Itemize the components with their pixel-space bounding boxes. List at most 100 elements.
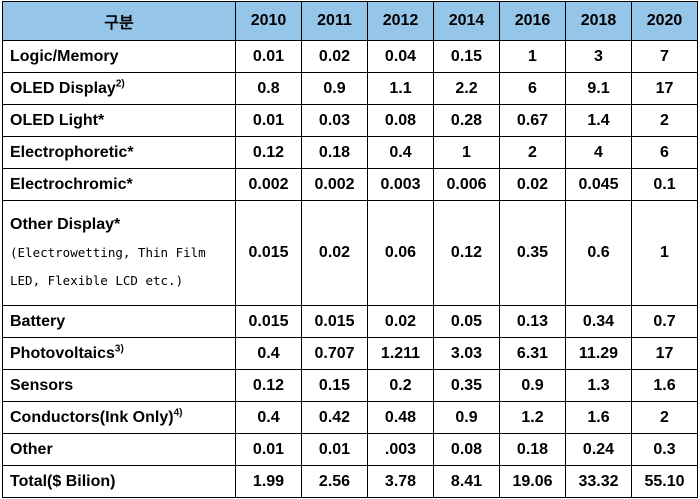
header-year: 2010 [235, 1, 302, 41]
value-cell: 0.015 [301, 305, 368, 338]
value-cell: 1.1 [367, 72, 434, 105]
row-label: Conductors(Ink Only) [10, 408, 174, 426]
value-cell: 0.04 [367, 40, 434, 73]
table-row: Battery 0.015 0.015 0.02 0.05 0.13 0.34 0.7 [2, 305, 698, 338]
row-label-cell: Electrophoretic* [2, 136, 236, 169]
value-cell: 0.002 [301, 168, 368, 201]
row-label: OLED Display [10, 79, 116, 97]
table-row: OLED Light* 0.01 0.03 0.08 0.28 0.67 1.4 2 [2, 104, 698, 137]
table-row: OLED Display2) 0.8 0.9 1.1 2.2 6 9.1 17 [2, 72, 698, 105]
table-row: Electrophoretic* 0.12 0.18 0.4 1 2 4 6 [2, 136, 698, 169]
header-year: 2018 [565, 1, 632, 41]
table-row: Other 0.01 0.01.003 0.08 0.18 0.24 0.3 [2, 433, 698, 466]
table-body: Logic/Memory 0.01 0.02 0.04 0.15 1 3 7 OLED Disp… [2, 40, 698, 498]
value-cell: 2.56 [301, 465, 368, 498]
header-year: 2011 [301, 1, 368, 41]
value-cell: 3.78 [367, 465, 434, 498]
value-cell: 19.06 [499, 465, 566, 498]
value-cell: 0.06 [367, 200, 434, 306]
value-cell: 0.48 [367, 401, 434, 434]
row-label: Photovoltaics [10, 344, 115, 362]
value-cell: 0.24 [565, 433, 632, 466]
row-label-cell: Sensors [2, 369, 236, 402]
value-cell: 0.015 [235, 200, 302, 306]
row-label-cell: Conductors(Ink Only)4) [2, 401, 236, 434]
value-cell: 4 [565, 136, 632, 169]
value-cell: 0.4 [367, 136, 434, 169]
value-cell: 1.99 [235, 465, 302, 498]
footnote-marker: 3) [114, 343, 124, 355]
value-cell: 0.12 [235, 136, 302, 169]
row-label-cell: Other [2, 433, 236, 466]
value-cell: 0.35 [433, 369, 500, 402]
value-cell: 0.02 [301, 200, 368, 306]
value-cell: 2 [631, 104, 698, 137]
value-cell: 33.32 [565, 465, 632, 498]
value-cell: 0.4 [235, 401, 302, 434]
value-cell: 0.01 [235, 433, 302, 466]
row-sublabel: (Electrowetting, Thin Film [10, 245, 206, 260]
value-cell: 0.12 [433, 200, 500, 306]
table-row: Logic/Memory 0.01 0.02 0.04 0.15 1 3 7 [2, 40, 698, 73]
header-year: 2016 [499, 1, 566, 41]
row-label-cell: Total($ Bilion) [2, 465, 236, 498]
row-label: Electrophoretic* [10, 143, 134, 161]
value-cell: 0.2 [367, 369, 434, 402]
header-label: 구분 [2, 1, 236, 41]
row-label: Logic/Memory [10, 47, 119, 65]
value-cell: 2.2 [433, 72, 500, 105]
row-label-cell: Logic/Memory [2, 40, 236, 73]
value-cell: 17 [631, 337, 698, 370]
value-cell: 1 [433, 136, 500, 169]
value-cell: 0.02 [367, 305, 434, 338]
row-label: Other [10, 440, 53, 458]
value-cell: 0.02 [301, 40, 368, 73]
row-label-cell: Photovoltaics3) [2, 337, 236, 370]
value-cell: 1.211 [367, 337, 434, 370]
value-cell: 0.9 [301, 72, 368, 105]
value-cell: 55.10 [631, 465, 698, 498]
row-label-cell: OLED Light* [2, 104, 236, 137]
value-cell: 9.1 [565, 72, 632, 105]
row-label-cell: Electrochromic* [2, 168, 236, 201]
value-cell: 0.707 [301, 337, 368, 370]
value-cell: 1.2 [499, 401, 566, 434]
header-year: 2012 [367, 1, 434, 41]
value-cell: 0.18 [499, 433, 566, 466]
header-row: 구분 2010 2011 2012 2014 2016 2018 2020 [2, 1, 698, 41]
row-sublabel: LED, Flexible LCD etc.) [10, 273, 184, 288]
value-cell: 2 [499, 136, 566, 169]
footnote-marker: 2) [115, 78, 125, 90]
value-cell: 0.15 [301, 369, 368, 402]
value-cell: 0.05 [433, 305, 500, 338]
row-label-cell: Other Display* (Electrowetting, Thin Film… [2, 200, 236, 306]
value-cell: 0.08 [367, 104, 434, 137]
value-cell: 0.12 [235, 369, 302, 402]
value-cell: 0.045 [565, 168, 632, 201]
row-label: Other Display* [10, 216, 121, 233]
row-label-cell: Battery [2, 305, 236, 338]
value-cell: 3 [565, 40, 632, 73]
value-cell: 0.18 [301, 136, 368, 169]
value-cell: 0.03 [301, 104, 368, 137]
table-row: Photovoltaics3) 0.4 0.707 1.211 3.03 6.31 11.2… [2, 337, 698, 370]
value-cell: 0.8 [235, 72, 302, 105]
table-row: Total($ Bilion) 1.99 2.56 3.78 8.41 19.06 33.3… [2, 465, 698, 498]
row-label: OLED Light* [10, 111, 105, 129]
table-row: Sensors 0.12 0.15 0.2 0.35 0.9 1.3 1.6 [2, 369, 698, 402]
value-cell: 0.01 [235, 40, 302, 73]
value-cell: 0.003 [367, 168, 434, 201]
value-cell: 1.4 [565, 104, 632, 137]
value-cell: 0.35 [499, 200, 566, 306]
value-cell: 11.29 [565, 337, 632, 370]
value-cell: 8.41 [433, 465, 500, 498]
header-year: 2014 [433, 1, 500, 41]
value-cell: 0.02 [499, 168, 566, 201]
value-cell: 1.6 [565, 401, 632, 434]
value-cell: 0.1 [631, 168, 698, 201]
value-cell: 1.6 [631, 369, 698, 402]
value-cell: 1 [499, 40, 566, 73]
row-label: Total($ Bilion) [10, 472, 116, 490]
value-cell: 0.9 [433, 401, 500, 434]
value-cell: 0.01 [235, 104, 302, 137]
